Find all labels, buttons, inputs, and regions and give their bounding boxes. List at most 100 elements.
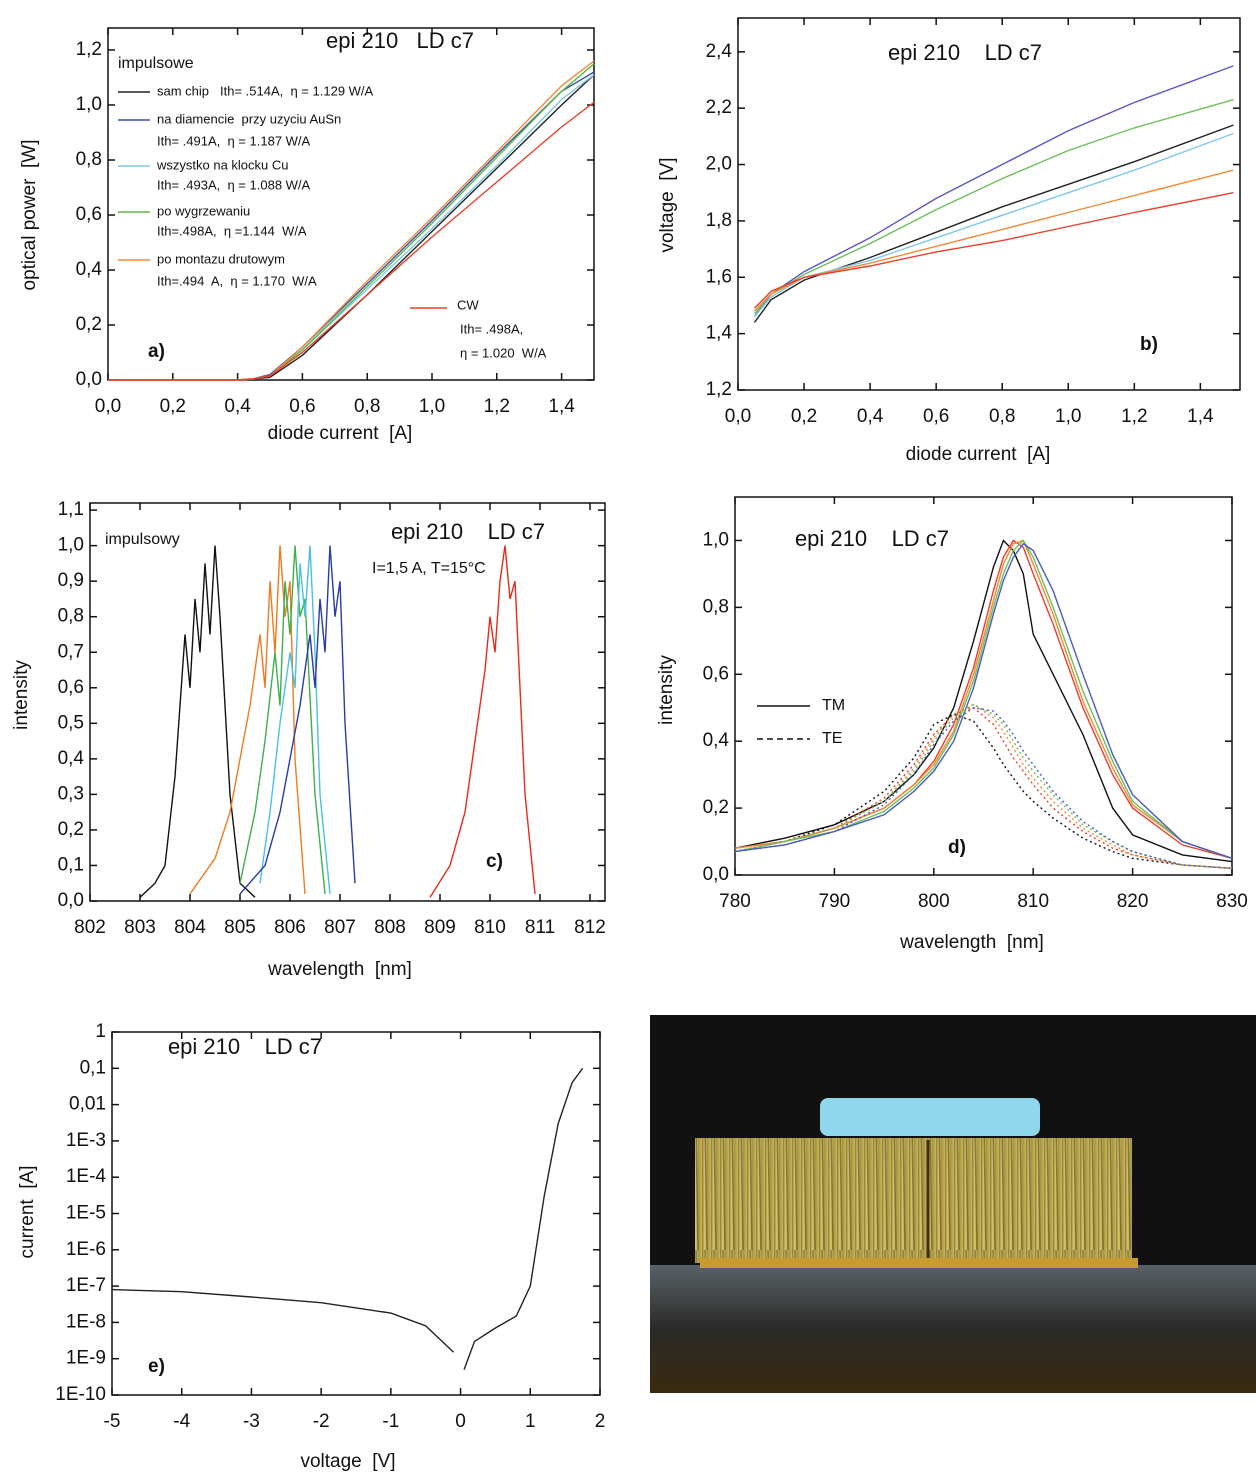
- plot-frame: [734, 496, 1233, 876]
- x-tick-label: 0: [455, 1411, 466, 1432]
- legend-label: wszystko na klocku Cu: [156, 157, 289, 172]
- x-tick-label: 0,0: [95, 396, 121, 417]
- legend-label: TE: [822, 730, 842, 747]
- data-line: [753, 132, 1234, 318]
- y-tick-label: 0,6: [703, 663, 729, 684]
- chart-title: epi 210 LD c7: [888, 40, 1042, 65]
- chart-title: epi 210 LD c7: [168, 1034, 322, 1059]
- y-tick-label: 1,1: [58, 499, 84, 520]
- annotation: I=1,5 A, T=15°C: [372, 560, 486, 577]
- x-tick-label: 1,4: [1187, 406, 1214, 427]
- data-line: [753, 99, 1234, 315]
- legend-label: TM: [822, 697, 845, 714]
- data-line: [111, 1067, 584, 1370]
- y-tick-label: 1E-6: [66, 1239, 106, 1260]
- x-tick-label: 807: [324, 917, 356, 938]
- y-tick-label: 2,0: [706, 154, 732, 175]
- y-tick-label: 0,6: [58, 677, 84, 698]
- legend-detail: η = 1.020 W/A: [460, 345, 547, 360]
- x-tick-label: 2: [595, 1411, 606, 1432]
- x-tick-label: 1,0: [419, 396, 445, 417]
- data-line: [734, 539, 1233, 863]
- legend-detail: Ith= .491A, η = 1.187 W/A: [157, 133, 311, 148]
- data-line: [753, 192, 1234, 309]
- y-tick-label: 0,0: [703, 864, 729, 885]
- y-tick-label: 0,6: [76, 204, 102, 225]
- x-tick-label: 790: [819, 891, 851, 912]
- legend-label: po wygrzewaniu: [157, 203, 250, 218]
- data-line: [734, 703, 1233, 869]
- x-tick-label: 830: [1216, 891, 1248, 912]
- y-tick-label: 0,4: [703, 730, 730, 751]
- x-tick-label: 810: [474, 917, 506, 938]
- y-tick-label: 1,2: [76, 39, 102, 60]
- x-tick-label: 0,6: [923, 406, 949, 427]
- y-tick-label: 2,4: [706, 41, 733, 62]
- legend-detail: Ith= .514A, η = 1.129 W/A: [220, 83, 374, 98]
- data-line: [734, 539, 1233, 859]
- data-line: [734, 706, 1233, 869]
- x-tick-label: 812: [574, 917, 606, 938]
- y-axis-label: current [A]: [17, 1166, 38, 1259]
- y-tick-label: 0,2: [703, 797, 729, 818]
- y-tick-label: 0,7: [58, 641, 84, 662]
- annotation: a): [148, 341, 165, 362]
- data-line: [734, 706, 1233, 869]
- x-axis-label: diode current [A]: [906, 444, 1051, 465]
- y-tick-label: 1E-8: [66, 1311, 106, 1332]
- data-line: [734, 703, 1233, 869]
- x-tick-label: 1,2: [1121, 406, 1147, 427]
- y-axis-label: optical power [W]: [19, 140, 40, 291]
- annotation: c): [486, 851, 503, 872]
- y-axis-label: intensity: [11, 660, 32, 730]
- x-tick-label: 0,8: [989, 406, 1015, 427]
- y-axis-label: voltage [V]: [657, 157, 678, 252]
- x-tick-label: 811: [525, 917, 555, 938]
- y-tick-label: 0,8: [76, 149, 102, 170]
- y-tick-label: 1,6: [706, 266, 732, 287]
- legend-label: CW: [457, 297, 479, 312]
- x-tick-label: 1,4: [548, 396, 575, 417]
- data-line: [753, 169, 1234, 312]
- legend-label: na diamencie przy uzyciu AuSn: [157, 111, 341, 126]
- x-tick-label: 0,2: [160, 396, 186, 417]
- y-axis-label: intensity: [656, 655, 677, 725]
- data-line: [239, 545, 326, 894]
- x-tick-label: 800: [918, 891, 950, 912]
- y-tick-label: 1,0: [76, 94, 102, 115]
- annotation: impulsowy: [105, 531, 180, 548]
- x-tick-label: 0,4: [224, 396, 251, 417]
- y-tick-label: 2,2: [706, 97, 732, 118]
- y-tick-label: 0,3: [58, 783, 84, 804]
- plot-frame: [111, 1031, 601, 1396]
- y-tick-label: 1E-9: [66, 1348, 106, 1369]
- photo-solder: [700, 1258, 1138, 1268]
- x-tick-label: 0,8: [354, 396, 380, 417]
- data-line: [734, 539, 1233, 859]
- x-tick-label: 1,0: [1055, 406, 1081, 427]
- legend-detail: Ith=.498A, η =1.144 W/A: [157, 223, 307, 238]
- y-tick-label: 0,1: [58, 854, 84, 875]
- data-line: [753, 124, 1234, 323]
- data-line: [189, 545, 306, 895]
- y-tick-label: 1E-5: [66, 1203, 106, 1224]
- y-tick-label: 1: [95, 1021, 106, 1042]
- photo-block: [695, 1138, 1132, 1263]
- y-tick-label: 0,5: [58, 712, 84, 733]
- y-tick-label: 1,4: [706, 323, 733, 344]
- x-tick-label: -5: [104, 1411, 121, 1432]
- chart-title: epi 210 LD c7: [326, 28, 474, 53]
- y-tick-label: 0,9: [58, 570, 84, 591]
- y-tick-label: 1,8: [706, 210, 732, 231]
- x-tick-label: 0,4: [857, 406, 884, 427]
- plot-frame: [737, 17, 1241, 391]
- legend-detail: Ith=.494 A, η = 1.170 W/A: [157, 273, 317, 288]
- y-tick-label: 0,1: [80, 1057, 106, 1078]
- y-tick-label: 1,0: [703, 530, 729, 551]
- x-tick-label: 780: [719, 891, 751, 912]
- y-tick-label: 0,4: [58, 748, 85, 769]
- photo: [650, 1015, 1256, 1393]
- data-line: [753, 65, 1234, 318]
- legend-label: po montazu drutowym: [157, 251, 285, 266]
